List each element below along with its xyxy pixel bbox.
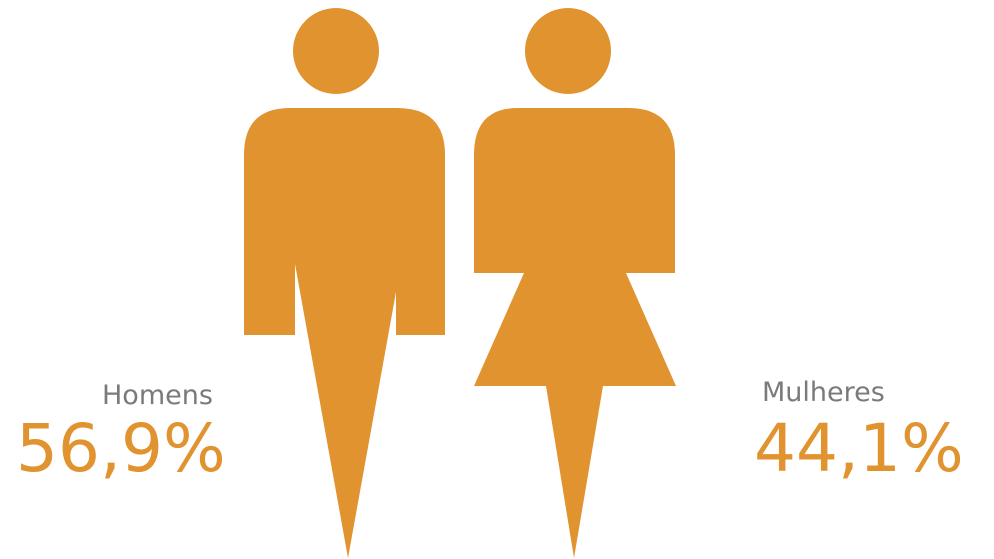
data-label-men: 56,9%	[16, 410, 226, 487]
category-label-men: Homens	[102, 380, 213, 411]
data-label-women: 44,1%	[754, 410, 964, 487]
category-label-women: Mulheres	[762, 377, 885, 408]
female-figure-head	[525, 8, 611, 94]
male-figure-icon	[244, 8, 445, 558]
male-figure-head	[293, 8, 379, 94]
female-figure-body	[474, 108, 676, 558]
male-figure-body	[244, 108, 445, 558]
female-figure-icon	[474, 8, 676, 558]
